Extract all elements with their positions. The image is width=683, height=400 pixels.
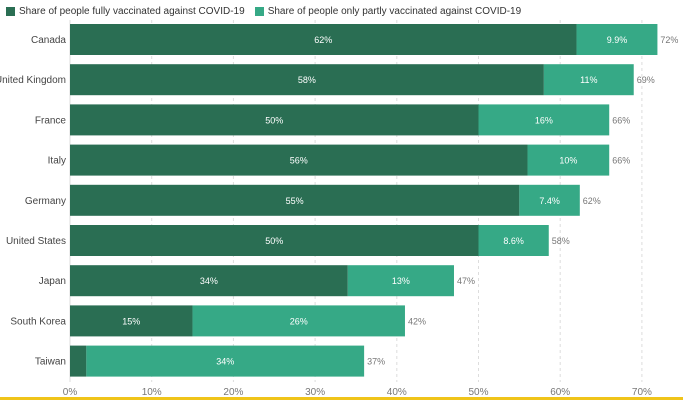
legend-label-fully: Share of people fully vaccinated against…: [19, 5, 245, 17]
bar-label-partly: 10%: [559, 156, 577, 166]
y-category-label: Taiwan: [35, 357, 66, 368]
bar-label-partly: 13%: [392, 276, 410, 286]
bar-fully: [70, 24, 577, 55]
bar-fully: [70, 265, 348, 297]
bar-total-label: 69%: [637, 75, 655, 85]
bar-partly: [519, 184, 580, 216]
bar-partly: [527, 144, 610, 176]
x-tick-label: 50%: [468, 387, 488, 398]
x-tick-label: 70%: [632, 387, 652, 398]
bar-label-partly: 34%: [216, 357, 234, 367]
y-category-label: France: [35, 115, 67, 126]
bar-partly: [86, 345, 365, 377]
bar-label-partly: 26%: [290, 316, 308, 326]
bar-partly: [576, 24, 658, 55]
bar-partly: [478, 225, 549, 256]
bar-total-label: 62%: [583, 196, 601, 206]
bar-label-fully: 62%: [314, 35, 332, 45]
bar-fully: [70, 64, 544, 96]
bar-partly: [543, 64, 634, 96]
bar-fully: [70, 305, 193, 337]
bar-label-fully: 56%: [290, 156, 308, 166]
y-category-label: United Kingdom: [0, 75, 66, 86]
bar-label-partly: 9.9%: [607, 35, 628, 45]
y-category-label: Canada: [31, 35, 66, 46]
bar-label-fully: 50%: [265, 236, 283, 246]
legend-swatch-partly: [254, 6, 264, 16]
y-category-label: Italy: [48, 156, 66, 167]
y-category-label: Germany: [25, 196, 66, 207]
bar-total-label: 66%: [612, 156, 630, 166]
bar-partly: [478, 104, 610, 136]
bar-label-partly: 11%: [580, 75, 597, 85]
bar-label-fully: 50%: [265, 115, 283, 125]
x-tick-label: 20%: [223, 387, 243, 398]
bar-total-label: 72%: [660, 35, 678, 45]
bar-total-label: 66%: [612, 115, 630, 125]
y-category-label: United States: [6, 236, 66, 247]
bottom-accent-line: [0, 397, 683, 400]
bar-total-label: 42%: [408, 316, 426, 326]
y-category-label: Japan: [39, 276, 66, 287]
legend-item-fully[interactable]: Share of people fully vaccinated against…: [6, 6, 245, 17]
bar-label-partly: 16%: [535, 115, 553, 125]
bar-partly: [192, 305, 405, 337]
bar-label-fully: 15%: [122, 316, 140, 326]
bar-total-label: 58%: [552, 236, 570, 246]
x-tick-label: 40%: [387, 387, 407, 398]
x-tick-label: 60%: [550, 387, 570, 398]
bar-total-label: 37%: [367, 357, 385, 367]
bar-label-fully: 34%: [200, 276, 218, 286]
bar-total-label: 47%: [457, 276, 475, 286]
bar-fully: [70, 184, 520, 216]
bar-fully: [70, 104, 479, 136]
legend-swatch-fully: [6, 6, 15, 16]
y-category-label: South Korea: [10, 316, 66, 327]
bar-partly: [347, 265, 454, 297]
legend-item-partly[interactable]: Share of people only partly vaccinated a…: [254, 5, 522, 17]
bar-fully: [70, 345, 87, 377]
legend-label-partly: Share of people only partly vaccinated a…: [267, 5, 522, 17]
x-tick-label: 30%: [305, 387, 325, 398]
x-tick-label: 10%: [142, 387, 162, 398]
x-tick-label: 0%: [63, 387, 78, 398]
bar-fully: [70, 144, 528, 176]
bar-fully: [70, 225, 479, 256]
bar-label-fully: 55%: [286, 196, 304, 206]
bar-label-partly: 7.4%: [539, 196, 560, 206]
bar-label-partly: 8.6%: [503, 236, 524, 246]
legend: Share of people fully vaccinated against…: [6, 4, 531, 18]
bar-label-fully: 58%: [298, 75, 316, 85]
